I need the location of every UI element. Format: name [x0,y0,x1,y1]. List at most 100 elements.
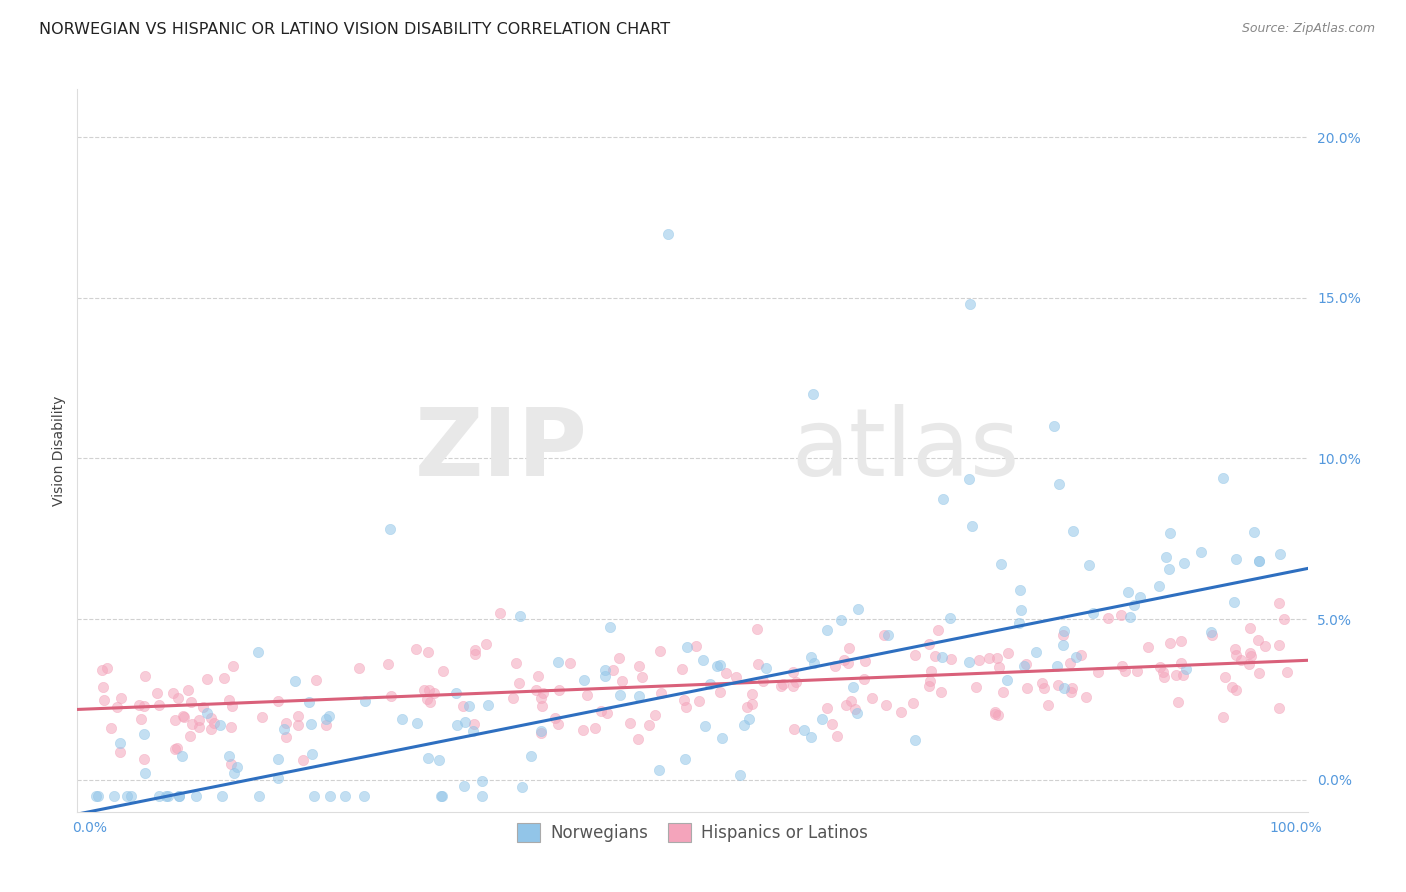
Point [1268,701,1291,715]
Point [1010,603,1032,617]
Point [527,669,550,683]
Point [627,732,650,747]
Point [167,789,190,803]
Point [957,655,980,669]
Point [1015,657,1038,671]
Point [824,659,846,673]
Point [166,741,188,756]
Point [875,698,897,712]
Point [904,648,927,662]
Point [1033,681,1056,695]
Point [1239,621,1261,635]
Point [1038,698,1060,712]
Point [1212,470,1234,484]
Point [860,691,883,706]
Text: NORWEGIAN VS HISPANIC OR LATINO VISION DISABILITY CORRELATION CHART: NORWEGIAN VS HISPANIC OR LATINO VISION D… [39,22,671,37]
Point [1126,664,1149,678]
Point [451,698,474,713]
Point [87,789,110,803]
Point [602,664,624,678]
Point [585,721,607,735]
Point [218,693,240,707]
Point [530,725,553,739]
Point [1159,525,1181,540]
Point [172,709,194,723]
Point [983,705,1005,719]
Point [134,766,156,780]
Point [627,658,650,673]
Text: Source: ZipAtlas.com: Source: ZipAtlas.com [1241,22,1375,36]
Point [91,680,114,694]
Point [221,699,243,714]
Point [1249,665,1271,680]
Point [1047,678,1070,692]
Point [929,685,952,699]
Point [1014,659,1036,673]
Point [347,661,370,675]
Point [547,716,569,731]
Point [461,724,484,739]
Point [706,659,728,673]
Point [1240,648,1263,663]
Point [1159,636,1181,650]
Point [120,789,142,803]
Point [728,768,751,782]
Point [429,789,451,803]
Point [156,789,179,803]
Point [211,789,233,803]
Point [354,694,377,708]
Point [918,637,941,651]
Point [1043,419,1066,434]
Point [200,711,222,725]
Point [502,691,524,706]
Point [782,665,804,680]
Point [1111,658,1133,673]
Point [1253,639,1275,653]
Point [117,789,139,803]
Point [596,706,619,720]
Point [453,779,475,793]
Point [132,727,155,741]
Point [520,749,543,764]
Point [547,683,569,698]
Point [267,694,290,708]
Point [250,710,273,724]
Point [1154,550,1177,565]
Point [477,698,499,712]
Point [292,753,315,767]
Point [965,680,987,694]
Point [692,652,714,666]
Point [304,789,326,803]
Point [222,765,245,780]
Point [593,669,616,683]
Point [273,722,295,736]
Point [1046,658,1069,673]
Point [988,660,1011,674]
Point [1015,681,1038,696]
Point [741,687,763,701]
Point [405,715,427,730]
Point [335,789,357,803]
Point [200,722,222,736]
Point [471,773,494,788]
Point [924,648,946,663]
Point [1166,667,1188,681]
Point [793,723,815,738]
Point [711,731,734,745]
Point [287,709,309,723]
Point [709,658,731,673]
Point [1097,611,1119,625]
Point [901,696,924,710]
Point [1052,638,1074,652]
Point [134,669,156,683]
Point [599,619,621,633]
Point [1175,662,1198,676]
Point [146,686,169,700]
Point [1247,554,1270,568]
Point [1153,670,1175,684]
Point [957,472,980,486]
Point [938,610,960,624]
Point [247,789,270,803]
Point [675,640,697,655]
Point [110,690,132,705]
